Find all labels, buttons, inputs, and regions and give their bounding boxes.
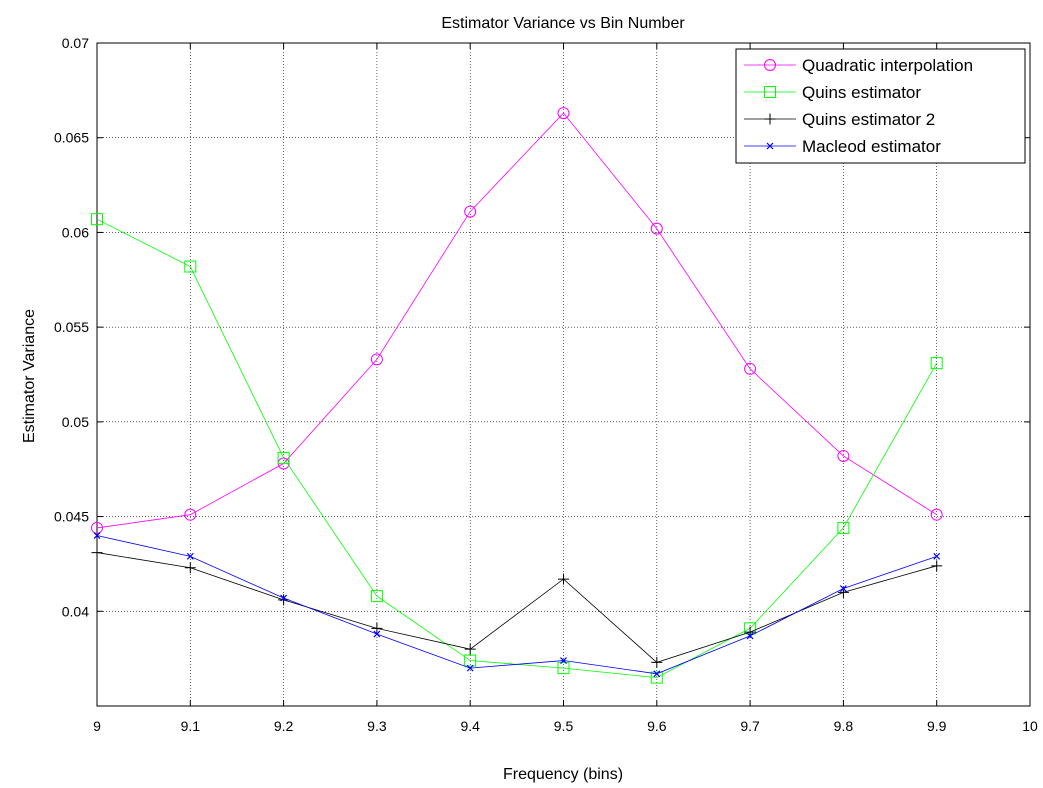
x-tick-label: 9.6: [647, 718, 667, 734]
data-point-marker: [184, 508, 197, 521]
data-point-marker: [744, 362, 757, 375]
legend-marker: [766, 142, 774, 150]
data-point-marker: [557, 107, 570, 120]
data-point-marker: [746, 632, 754, 640]
legend-item: Quadratic interpolation: [744, 56, 973, 75]
data-point-marker: [557, 662, 570, 675]
series-line: [96, 535, 937, 675]
data-point-marker: [653, 670, 661, 678]
legend-label: Quadratic interpolation: [802, 56, 973, 75]
x-tick-label: 9.9: [927, 718, 947, 734]
legend-item: Quins estimator: [744, 83, 921, 102]
data-point-marker: [931, 560, 943, 572]
data-point-marker: [186, 552, 194, 560]
y-tick-label: 0.07: [62, 35, 89, 51]
y-axis-title: Estimator Variance: [21, 309, 38, 443]
data-point-marker: [184, 260, 197, 273]
legend-label: Quins estimator 2: [802, 110, 935, 129]
data-point-marker: [837, 521, 850, 534]
legend-label: Macleod estimator: [802, 137, 941, 156]
legend-marker: [764, 86, 776, 98]
data-point-marker: [277, 451, 290, 464]
y-tick-label: 0.06: [62, 224, 89, 240]
x-tick-label: 9.7: [740, 718, 760, 734]
data-point-marker: [184, 562, 196, 574]
axis-ticks: 9 9.1 9.2 9.3 9.4 9.5 9.6 9.7 9.8 9.9 10 0.04 0.045 0…: [54, 35, 1038, 734]
chart-title: Estimator Variance vs Bin Number: [441, 15, 685, 32]
data-point-marker: [466, 664, 474, 672]
series-line: [96, 112, 937, 529]
x-tick-label: 9.4: [460, 718, 480, 734]
data-point-marker: [371, 622, 383, 634]
series-0: [91, 107, 943, 534]
data-point-marker: [464, 643, 476, 655]
data-point-marker: [933, 552, 941, 560]
data-point-marker: [650, 222, 663, 235]
legend-box: [735, 48, 1026, 164]
x-axis-title: Frequency (bins): [503, 766, 623, 783]
data-point-marker: [91, 521, 103, 534]
data-point-marker: [558, 573, 569, 585]
x-tick-label: 9.3: [367, 718, 387, 734]
y-tick-label: 0.045: [54, 509, 89, 525]
data-point-marker: [278, 594, 290, 606]
x-tick-label: 9.2: [274, 718, 294, 734]
data-point-marker: [93, 532, 101, 539]
y-tick-label: 0.04: [62, 603, 89, 619]
data-point-marker: [651, 656, 663, 668]
data-point-marker: [930, 508, 943, 521]
x-tick-label: 9.5: [554, 718, 574, 734]
legend-item: Macleod estimator: [744, 137, 941, 156]
x-tick-label: 10: [1022, 718, 1038, 734]
legend-label: Quins estimator: [802, 83, 921, 102]
data-point-marker: [837, 449, 850, 462]
x-tick-label: 9.1: [181, 718, 201, 734]
y-tick-label: 0.065: [54, 130, 89, 146]
y-tick-label: 0.05: [62, 414, 89, 430]
x-tick-label: 9.8: [834, 718, 854, 734]
legend-marker: [764, 59, 776, 71]
x-tick-label: 9: [93, 718, 101, 734]
series-3: [93, 532, 941, 678]
legend-item: Quins estimator 2: [744, 110, 935, 129]
data-point-marker: [464, 205, 477, 218]
data-point-marker: [560, 657, 567, 664]
data-point-marker: [91, 547, 103, 559]
data-point-marker: [839, 585, 847, 592]
data-point-marker: [930, 357, 943, 370]
data-point-marker: [373, 630, 381, 638]
legend-marker: [764, 113, 776, 125]
data-point-marker: [370, 353, 383, 366]
data-point-marker: [91, 213, 103, 226]
data-point-marker: [464, 654, 477, 667]
y-tick-label: 0.055: [54, 319, 89, 335]
legend: Quadratic interpolation Quins estimator Qu…: [735, 48, 1026, 164]
series-layer: [91, 107, 943, 684]
data-point-marker: [650, 671, 663, 684]
data-point-marker: [370, 590, 383, 603]
data-point-marker: [280, 594, 288, 602]
